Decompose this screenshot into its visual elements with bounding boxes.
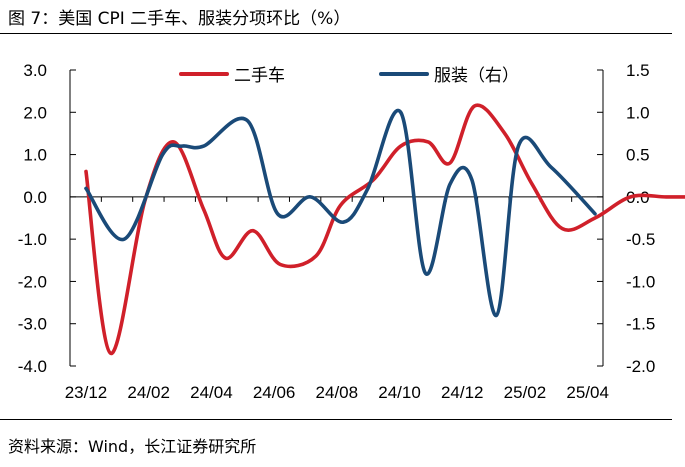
x-tick-label: 24/06	[253, 383, 296, 402]
right-tick-label: -2.0	[626, 357, 655, 376]
x-tick-label: 25/04	[566, 383, 609, 402]
right-tick-label: -1.5	[626, 315, 655, 334]
used-car-series-line	[84, 103, 685, 356]
left-tick-label: 1.0	[23, 146, 47, 165]
left-tick-label: 3.0	[23, 61, 47, 80]
line-chart: 3.02.01.00.0-1.0-2.0-3.0-4.01.51.00.50.0…	[18, 61, 685, 402]
series-layer	[84, 103, 685, 356]
right-tick-label: -1.0	[626, 272, 655, 291]
right-tick-label: 1.5	[626, 61, 650, 80]
legend: 二手车 服装（右）	[179, 66, 519, 85]
left-tick-label: 0.0	[23, 188, 47, 207]
apparel-series-line	[84, 108, 597, 318]
right-tick-label: 1.0	[626, 103, 650, 122]
left-tick-label: -3.0	[18, 315, 47, 334]
x-tick-label: 24/10	[378, 383, 421, 402]
source-note: 资料来源：Wind，长江证券研究所	[8, 437, 257, 456]
left-tick-label: 2.0	[23, 103, 47, 122]
top-rule	[0, 33, 672, 34]
right-tick-label: -0.5	[626, 230, 655, 249]
right-tick-label: 0.5	[626, 146, 650, 165]
left-tick-label: -1.0	[18, 230, 47, 249]
x-tick-label: 24/08	[316, 383, 359, 402]
bottom-rule	[0, 419, 672, 420]
legend-label-apparel: 服装（右）	[434, 66, 519, 85]
chart-axes: 3.02.01.00.0-1.0-2.0-3.0-4.01.51.00.50.0…	[18, 61, 656, 402]
x-tick-label: 24/02	[127, 383, 170, 402]
x-tick-label: 24/04	[190, 383, 233, 402]
x-tick-label: 24/12	[441, 383, 484, 402]
x-tick-label: 23/12	[65, 383, 108, 402]
left-tick-label: -4.0	[18, 357, 47, 376]
figure-title: 图 7：美国 CPI 二手车、服装分项环比（%）	[8, 9, 351, 29]
left-tick-label: -2.0	[18, 272, 47, 291]
x-tick-label: 25/02	[504, 383, 547, 402]
legend-label-used-cars: 二手车	[234, 66, 285, 85]
